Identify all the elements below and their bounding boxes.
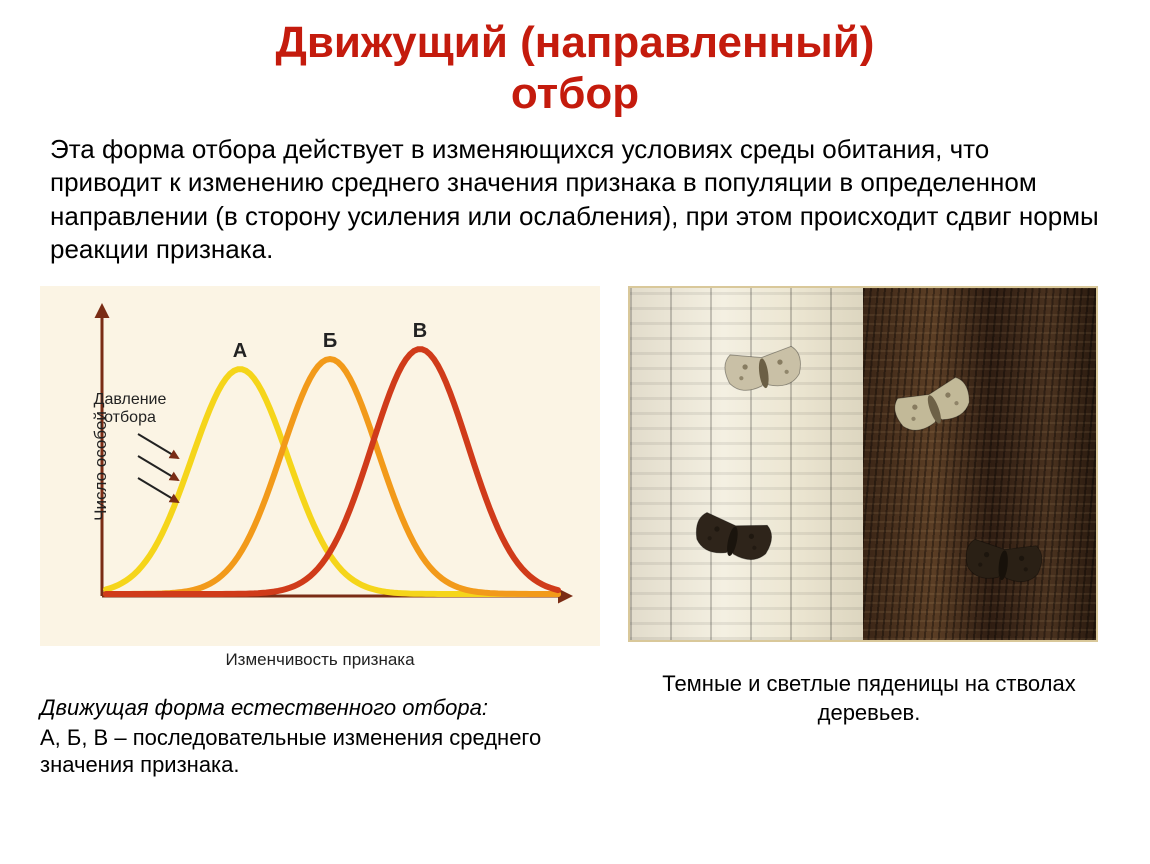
moth-icon	[884, 371, 985, 452]
photo-column: Темные и светлые пяденицы на стволах дер…	[628, 286, 1110, 727]
figures-row: Число особей А Б В Давлениеотбора Изменчиво…	[40, 286, 1110, 779]
svg-text:Давление: Давление	[94, 391, 167, 408]
photo-caption: Темные и светлые пяденицы на стволах дер…	[628, 670, 1110, 727]
moth-icon	[683, 508, 780, 579]
svg-text:отбора: отбора	[104, 409, 156, 426]
dark-bark-panel	[863, 288, 1096, 640]
chart-column: Число особей А Б В Давлениеотбора Изменчиво…	[40, 286, 600, 779]
page-title: Движущий (направленный) отбор	[40, 18, 1110, 119]
birch-panel	[630, 288, 863, 640]
svg-text:Б: Б	[323, 330, 337, 352]
chart-svg: А Б В Давлениеотбора	[40, 286, 600, 646]
svg-text:А: А	[233, 340, 247, 362]
y-axis-label: Число особей	[91, 411, 111, 521]
title-line2: отбор	[511, 69, 639, 118]
chart-caption-italic: Движущая форма естественного отбора:	[40, 694, 600, 722]
title-line1: Движущий (направленный)	[276, 18, 875, 67]
chart-caption-sub: А, Б, В – последовательные изменения сре…	[40, 724, 600, 779]
moth-icon	[956, 536, 1049, 599]
description-text: Эта форма отбора действует в изменяющихс…	[40, 133, 1110, 266]
photo-box	[628, 286, 1098, 642]
chart-box: Число особей А Б В Давлениеотбора	[40, 286, 600, 646]
moth-icon	[717, 342, 812, 408]
x-axis-label: Изменчивость признака	[40, 650, 600, 670]
svg-text:В: В	[413, 320, 427, 342]
